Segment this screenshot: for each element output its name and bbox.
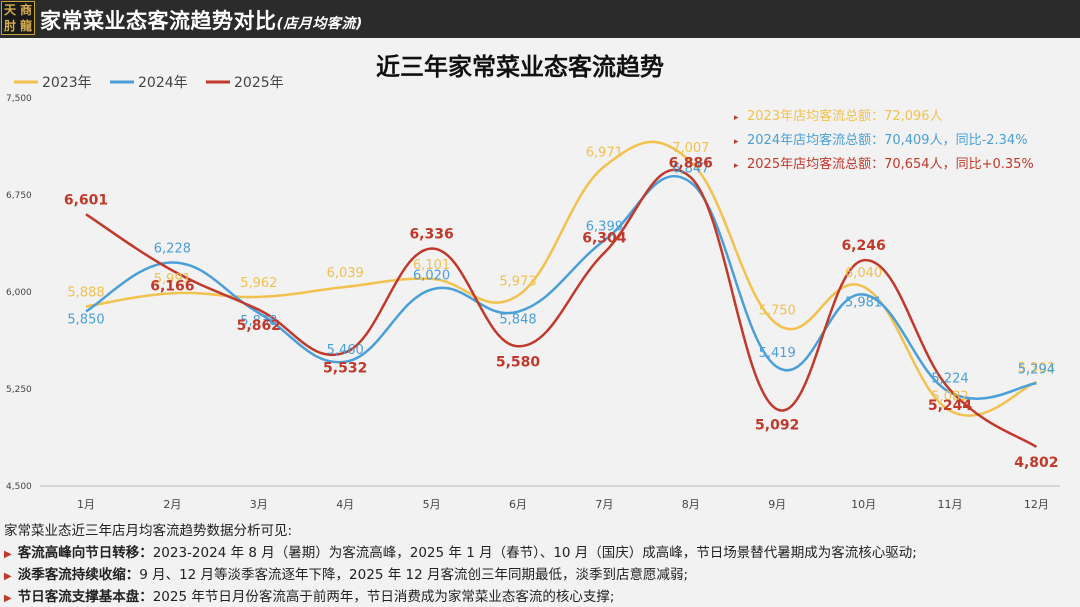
y-tick-label: 4,500	[6, 482, 32, 492]
annotation-marker-icon: ▸	[734, 137, 739, 147]
analysis-intro: 家常菜业态近三年店月均客流趋势数据分析可见:	[4, 523, 293, 539]
data-label: 6,101	[413, 258, 450, 273]
x-tick-label: 7月	[595, 498, 613, 511]
data-label: 5,838	[240, 314, 277, 329]
x-tick-label: 9月	[768, 498, 786, 511]
bullet-marker-icon: ▶	[4, 571, 12, 582]
x-tick-label: 6月	[509, 498, 527, 511]
legend-item: 2025年	[234, 75, 284, 91]
chart-canvas: 近三年家常菜业态客流趋势 4,500 5,250 6,000 6,750 7,500 1月 2…	[6, 53, 1060, 511]
annotation-text: 2024年店均客流总额：70,409人，同比-2.34%	[747, 132, 1028, 148]
chart-title: 近三年家常菜业态客流趋势	[376, 53, 664, 81]
bullet-marker-icon: ▶	[4, 593, 12, 604]
data-label: 6,246	[841, 238, 885, 254]
x-tick-label: 10月	[851, 498, 876, 511]
data-label: 6,886	[669, 155, 713, 171]
page-title: 家常菜业态客流趋势对比(店月均客流)	[40, 9, 363, 33]
analysis-point-2: ▶ 淡季客流持续收缩：9 月、12 月等淡季客流逐年下降，2025 年 12 月客…	[4, 567, 689, 583]
data-label: 6,040	[845, 266, 882, 281]
x-tick-label: 2月	[163, 498, 181, 511]
y-tick-label: 7,500	[6, 94, 32, 104]
annotation-text: 2025年店均客流总额：70,654人，同比+0.35%	[747, 156, 1034, 172]
analysis-panel: 家常菜业态近三年店月均客流趋势数据分析可见: ▶ 客流高峰向节日转移：2023-2…	[0, 516, 1080, 607]
data-label: 6,847	[672, 161, 709, 176]
x-tick-label: 11月	[938, 498, 963, 511]
data-label: 6,399	[586, 219, 623, 234]
y-tick-label: 6,000	[6, 288, 32, 298]
data-label: 6,336	[409, 227, 453, 243]
data-label: 5,991	[154, 272, 191, 287]
header-bar: 天 商 肘 龍 家常菜业态客流趋势对比(店月均客流)	[0, 0, 1080, 38]
x-tick-label: 12月	[1024, 498, 1049, 511]
data-label: 6,228	[154, 242, 191, 257]
y-tick-label: 6,750	[6, 191, 32, 201]
data-label: 5,082	[931, 390, 968, 405]
series-line-2	[85, 168, 1038, 448]
data-label: 5,092	[755, 417, 799, 433]
series-line-1	[85, 174, 1037, 400]
data-label: 6,020	[413, 268, 450, 283]
series-line-0	[85, 140, 1037, 417]
bullet-marker-icon: ▶	[4, 549, 12, 560]
data-label: 5,888	[67, 285, 104, 300]
data-label: 5,419	[759, 346, 796, 361]
annotation-marker-icon: ▸	[734, 161, 739, 171]
legend-item: 2023年	[42, 75, 92, 91]
y-tick-label: 5,250	[6, 385, 32, 395]
x-tick-label: 5月	[423, 498, 441, 511]
x-tick-label: 3月	[250, 498, 268, 511]
data-label: 5,962	[240, 276, 277, 291]
brand-logo: 天 商 肘 龍	[1, 1, 35, 35]
data-label: 5,303	[1018, 361, 1055, 376]
x-tick-label: 4月	[336, 498, 354, 511]
annotation-text: 2023年店均客流总额：72,096人	[747, 108, 943, 124]
data-label: 5,850	[67, 312, 104, 327]
legend-item: 2024年	[138, 75, 188, 91]
data-label: 4,802	[1014, 455, 1058, 471]
data-label: 5,580	[496, 354, 541, 370]
page-subtitle: (店月均客流)	[276, 16, 363, 32]
data-label: 6,039	[327, 266, 364, 281]
data-label: 5,750	[759, 303, 796, 318]
data-label: 5,460	[327, 343, 364, 358]
annotation-marker-icon: ▸	[734, 113, 739, 123]
data-label: 6,971	[586, 145, 623, 160]
data-label: 6,166	[150, 279, 194, 295]
data-label: 5,848	[499, 313, 536, 328]
data-label: 7,007	[672, 141, 709, 156]
analysis-point-3: ▶ 节日客流支撑基本盘：2025 年节日月份客流高于前两年，节日消费成为家常菜业态…	[4, 589, 615, 605]
data-label: 5,532	[323, 361, 367, 377]
data-label: 5,973	[499, 274, 536, 289]
data-label: 5,981	[845, 295, 882, 310]
data-label: 5,294	[1018, 362, 1055, 377]
data-label: 6,304	[582, 231, 627, 247]
x-tick-label: 8月	[682, 498, 700, 511]
data-label: 5,244	[928, 398, 973, 414]
data-label: 6,601	[64, 192, 108, 208]
line-chart: 近三年家常菜业态客流趋势 4,500 5,250 6,000 6,750 7,500 1月 2…	[0, 38, 1080, 516]
data-label: 5,224	[931, 371, 968, 386]
x-tick-label: 1月	[77, 498, 95, 511]
analysis-point-1: ▶ 客流高峰向节日转移：2023-2024 年 8 月（暑期）为客流高峰，2025…	[4, 545, 917, 561]
data-label: 5,862	[237, 318, 281, 334]
